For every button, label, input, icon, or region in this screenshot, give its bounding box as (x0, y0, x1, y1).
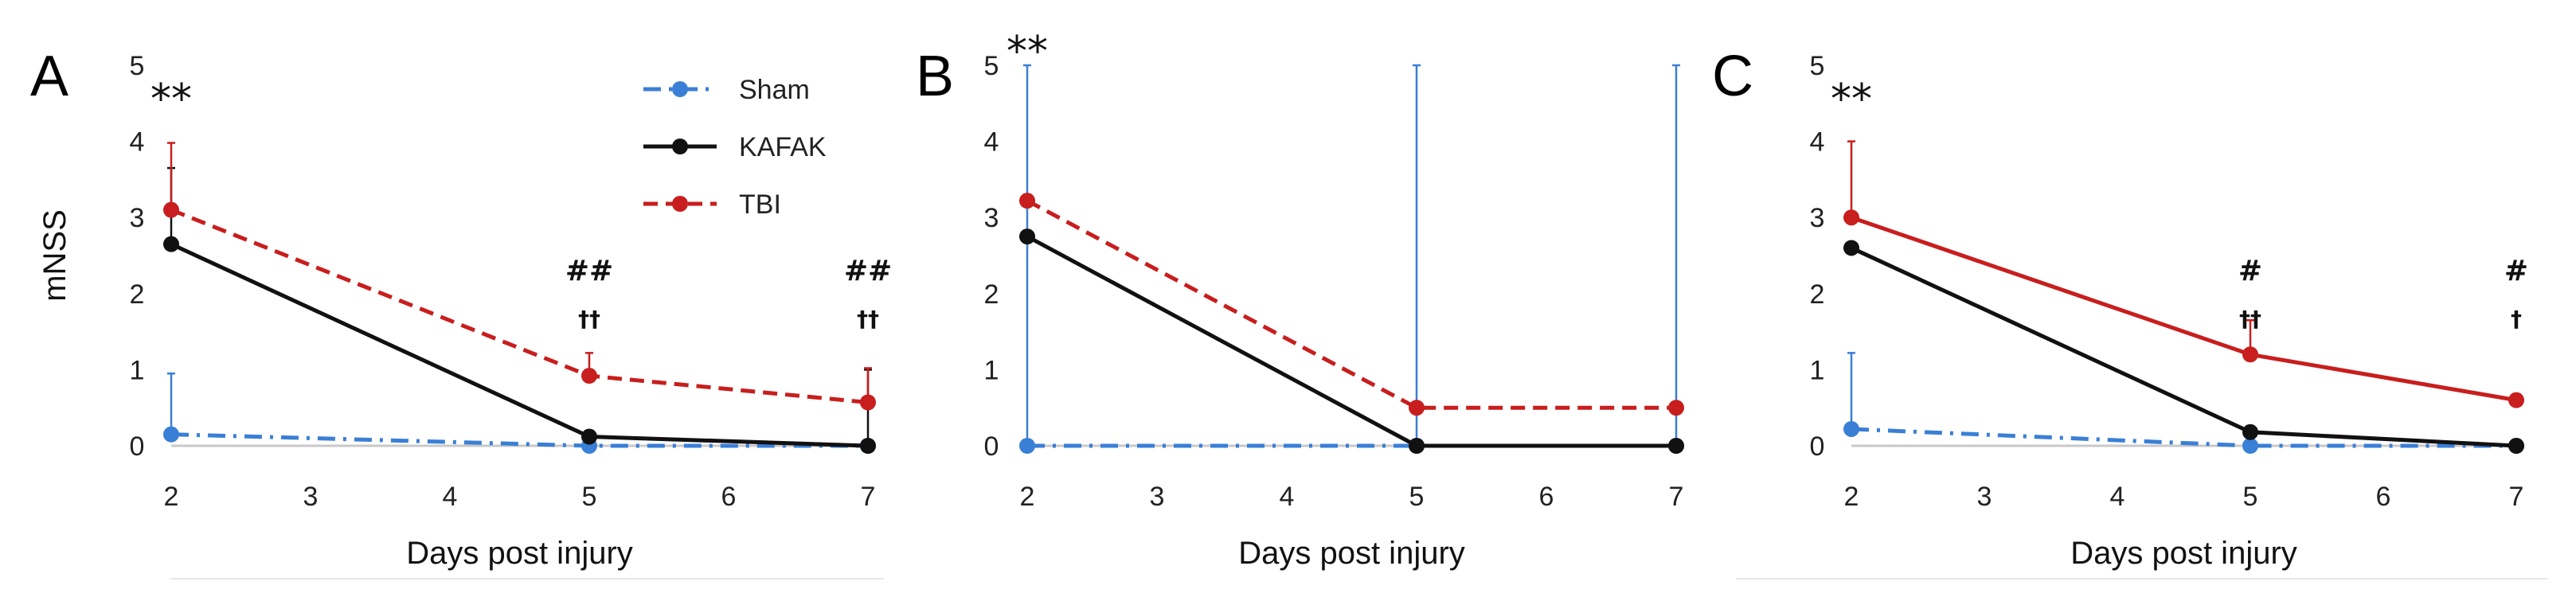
panel-b-letter: B (916, 45, 954, 108)
panel-b-kafak-point (1668, 438, 1684, 454)
panel-c-y-tick-label: 1 (1810, 355, 1825, 385)
panel-c-x-tick-label: 6 (2376, 482, 2391, 512)
panel-b-y-tick-label: 4 (984, 127, 999, 158)
panel-c-significance-hash: # (2238, 255, 2262, 287)
panel-c-y-tick-label: 3 (1810, 203, 1825, 233)
panel-a-x-axis-label: Days post injury (406, 536, 633, 571)
panel-a-y-tick-label: 3 (130, 203, 145, 233)
panel-a-x-tick-label: 5 (582, 482, 597, 512)
panel-a-significance-stars: ** (150, 76, 192, 123)
panel-c-significance-hash: # (2504, 255, 2528, 287)
panel-c-x-tick-label: 4 (2110, 482, 2125, 512)
panel-a-tbi-series-line (170, 208, 869, 404)
panel-b-y-tick-label: 1 (984, 355, 999, 385)
panel-b-kafak-point (1409, 438, 1425, 454)
panel-c-x-tick-label: 7 (2509, 482, 2524, 512)
panel-b-x-tick-label: 7 (1669, 482, 1684, 512)
panel-c-sham-point (1843, 420, 1859, 437)
panel-b-kafak-point (1019, 228, 1035, 245)
panel-c-x-tick-label: 3 (1977, 482, 1992, 512)
panel-b-tbi-point (1409, 400, 1425, 416)
legend-kafak-marker (672, 139, 688, 154)
legend-sham-marker (672, 81, 688, 97)
panel-c-significance-stars: ** (1831, 76, 1872, 123)
panel-c-x-axis-label: Days post injury (2070, 536, 2297, 571)
panel-c-y-tick-label: 4 (1810, 127, 1825, 158)
panel-a-y-axis-label: mNSS (37, 209, 72, 302)
panel-b-kafak-series-line (1026, 234, 1676, 448)
panel-a-y-tick-label: 0 (130, 431, 145, 462)
panel-a-tbi-point (860, 394, 876, 411)
panel-a-kafak-point (860, 438, 876, 454)
panel-c-tbi-series-line (1851, 215, 2517, 403)
panel-a-kafak-series-line (170, 242, 869, 448)
panel-b-tbi-point (1019, 193, 1035, 209)
panel-c-kafak-series-line (1850, 246, 2517, 448)
panel-c-tbi-point (1843, 209, 1859, 226)
legend-sham-label: Sham (739, 75, 810, 105)
panel-a-x-tick-label: 6 (721, 482, 737, 512)
panel-b-significance-stars: ** (1007, 28, 1048, 76)
panel-a-x-tick-label: 7 (861, 482, 876, 512)
panel-b-tbi-series-line (1026, 198, 1676, 410)
panel-b-x-tick-label: 4 (1280, 482, 1295, 512)
panel-c-kafak-point (1843, 240, 1859, 256)
panel-c-kafak-point (2508, 438, 2524, 454)
panel-c-y-tick-label: 0 (1810, 431, 1825, 462)
panel-b-sham-point (1019, 438, 1035, 454)
panel-a-sham-point (163, 426, 179, 443)
legend-tbi-label: TBI (739, 189, 781, 220)
panel-a-x-tick-label: 4 (443, 482, 458, 512)
panel-b-x-tick-label: 3 (1150, 482, 1165, 512)
panel-b-x-tick-label: 6 (1539, 482, 1554, 512)
panel-a-significance-hash: ## (844, 255, 892, 287)
panel-c-sham-series-line (1851, 427, 2516, 448)
panel-b-y-tick-label: 2 (984, 279, 999, 310)
panel-b-x-tick-label: 2 (1020, 482, 1035, 512)
panel-a-x-tick-label: 3 (303, 482, 319, 512)
panel-c-y-tick-label: 2 (1810, 279, 1825, 310)
panel-c-significance-dagger: † (2511, 306, 2522, 332)
legend-kafak-label: KAFAK (739, 132, 827, 162)
panel-b-y-tick-label: 5 (984, 51, 999, 81)
panel-a-y-tick-label: 4 (130, 127, 145, 158)
panel-c-x-tick-label: 5 (2243, 482, 2258, 512)
panel-c-kafak-point (2242, 424, 2258, 440)
panel-a-y-tick-label: 1 (130, 355, 145, 385)
panel-c-y-tick-label: 5 (1810, 51, 1825, 81)
panel-a-tbi-point (581, 368, 597, 384)
panel-c-tbi-point (2242, 346, 2258, 363)
panel-b-y-tick-label: 3 (984, 203, 999, 233)
panel-b-tbi-point (1668, 400, 1684, 416)
panel-c-letter: C (1712, 45, 1753, 108)
panel-a-y-tick-label: 5 (130, 51, 145, 81)
panel-a-tbi-point (163, 201, 179, 218)
panel-a-kafak-point (163, 236, 179, 252)
panel-b-x-tick-label: 5 (1409, 482, 1425, 512)
panel-a-letter: A (30, 45, 68, 108)
panel-a-kafak-point (581, 428, 597, 445)
panel-b-x-axis-label: Days post injury (1238, 536, 1465, 571)
panel-a-y-tick-label: 2 (130, 279, 145, 310)
panel-a-significance-hash: ## (565, 255, 613, 287)
legend-tbi-marker (672, 196, 688, 212)
panel-b-y-tick-label: 0 (984, 431, 999, 462)
panel-a-significance-dagger: †† (578, 306, 600, 332)
panel-a-significance-dagger: †† (857, 306, 879, 332)
panel-c-x-tick-label: 2 (1844, 482, 1859, 512)
panel-c-tbi-point (2508, 392, 2524, 408)
panel-c-significance-dagger: †† (2239, 306, 2261, 332)
panel-c-sham-point (2242, 438, 2258, 454)
panel-a-x-tick-label: 2 (164, 482, 179, 512)
